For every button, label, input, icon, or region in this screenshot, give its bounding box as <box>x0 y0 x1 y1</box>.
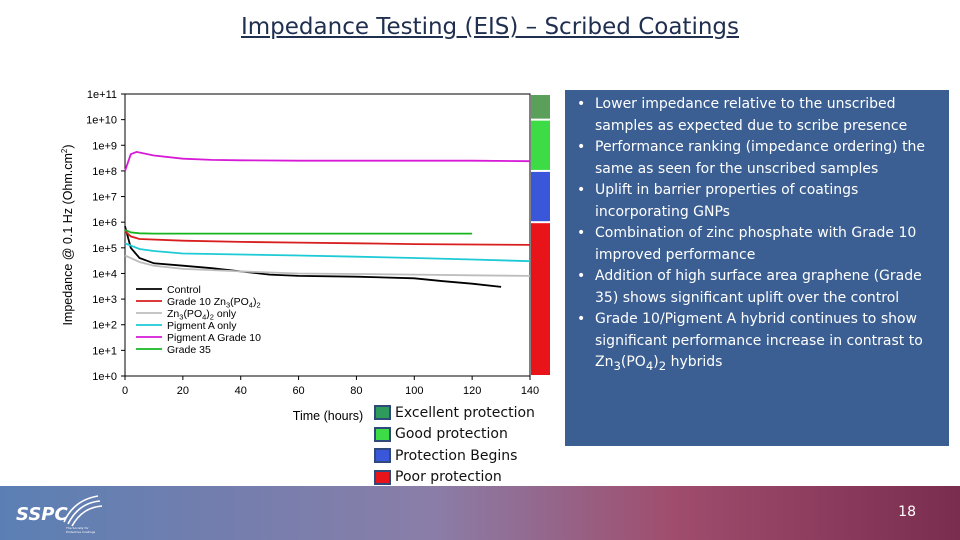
key-row-begins: Protection Begins <box>374 445 535 467</box>
key-label-begins: Protection Begins <box>395 447 518 464</box>
x-tick-label: 20 <box>177 385 189 397</box>
key-swatch-poor <box>374 469 391 485</box>
logo-tagline-2: Protective Coatings <box>66 530 96 534</box>
y-tick-label: 1e+1 <box>92 345 117 357</box>
finding-item: • Addition of high surface area graphene … <box>573 266 941 309</box>
bullet-marker: • <box>577 182 586 198</box>
y-tick-label: 1e+10 <box>86 115 117 127</box>
finding-text: Performance ranking (impedance ordering)… <box>595 139 926 177</box>
key-row-poor: Poor protection <box>374 467 535 489</box>
plot-frame <box>124 93 531 377</box>
legend-label: Pigment A only <box>167 320 237 332</box>
legend-label: Grade 10 Zn3(PO4)2 <box>167 296 261 310</box>
y-tick-label: 1e+9 <box>92 140 117 152</box>
protection-band-3 <box>531 95 550 119</box>
key-label-excellent: Excellent protection <box>395 404 535 421</box>
key-swatch-begins <box>374 448 391 464</box>
x-tick-label: 100 <box>405 385 423 397</box>
key-swatch-good <box>374 426 391 442</box>
y-tick-label: 1e+0 <box>92 371 117 383</box>
series-line-0 <box>124 225 502 288</box>
finding-formula: Zn3(PO4)2 <box>595 354 667 373</box>
legend-label: Grade 35 <box>167 344 211 356</box>
bullet-marker: • <box>577 311 586 327</box>
x-axis-title: Time (hours) <box>293 409 363 423</box>
series-line-5 <box>124 229 473 235</box>
footer-bar: SSPC The Society for Protective Coatings… <box>0 486 960 540</box>
key-label-poor: Poor protection <box>395 469 502 486</box>
logo-tagline-1: The Society for <box>65 526 89 530</box>
finding-text: Combination of zinc phosphate with Grade… <box>595 225 917 263</box>
key-row-good: Good protection <box>374 424 535 446</box>
findings-list: • Lower impedance relative to the unscrib… <box>573 94 941 377</box>
sspc-logo: SSPC The Society for Protective Coatings <box>16 495 103 534</box>
finding-item: • Lower impedance relative to the unscrib… <box>573 94 941 137</box>
logo-swoosh-icon <box>63 495 103 527</box>
finding-text: Grade 10/Pigment A hybrid continues to s… <box>595 311 923 349</box>
key-row-excellent: Excellent protection <box>374 402 535 424</box>
legend-label: Zn3(PO4)2 only <box>167 308 237 322</box>
y-tick-label: 1e+8 <box>92 166 117 178</box>
series-line-3 <box>124 242 531 263</box>
finding-item: • Grade 10/Pigment A hybrid continues to … <box>573 309 941 377</box>
x-tick-label: 40 <box>235 385 247 397</box>
y-tick-label: 1e+6 <box>92 217 117 229</box>
x-tick-label: 80 <box>350 385 362 397</box>
legend-label: Pigment A Grade 10 <box>167 332 261 344</box>
y-tick-label: 1e+7 <box>92 192 117 204</box>
protection-band-0 <box>531 223 550 375</box>
x-tick-label: 140 <box>521 385 539 397</box>
bullet-marker: • <box>577 225 586 241</box>
bullet-marker: • <box>577 139 586 155</box>
legend-label: Control <box>167 284 201 296</box>
x-tick-label: 120 <box>463 385 481 397</box>
finding-text: Lower impedance relative to the unscribe… <box>595 96 908 134</box>
key-label-good: Good protection <box>395 426 508 443</box>
page-number: 18 <box>898 504 916 520</box>
logo-wordmark: SSPC <box>16 504 68 525</box>
finding-item: • Uplift in barrier properties of coating… <box>573 180 941 223</box>
y-tick-label: 1e+4 <box>92 268 117 280</box>
finding-text: Uplift in barrier properties of coatings… <box>595 182 859 220</box>
series-line-1 <box>124 230 531 246</box>
bullet-marker: • <box>577 268 586 284</box>
y-tick-label: 1e+11 <box>87 89 117 101</box>
x-tick-label: 60 <box>292 385 304 397</box>
finding-item: • Performance ranking (impedance ordering… <box>573 137 941 180</box>
series-line-2 <box>124 254 531 277</box>
finding-item: • Combination of zinc phosphate with Grad… <box>573 223 941 266</box>
bullet-marker: • <box>577 96 586 112</box>
slide-title: Impedance Testing (EIS) – Scribed Coatin… <box>240 14 739 40</box>
protection-band-1 <box>531 171 550 222</box>
key-swatch-excellent <box>374 405 391 421</box>
y-tick-label: 1e+2 <box>92 320 117 332</box>
y-tick-label: 1e+3 <box>92 294 117 306</box>
series-line-4 <box>124 150 531 172</box>
protection-key: Excellent protection Good protection Pro… <box>374 402 535 488</box>
y-axis-title: Impedance @ 0.1 Hz (Ohm.cm2) <box>60 144 75 325</box>
finding-text-end: hybrids <box>666 354 723 370</box>
x-tick-label: 0 <box>122 385 128 397</box>
impedance-chart: 1e+0 1e+1 1e+2 1e+3 1e+4 1e+5 1e+6 1e+7 1e+8 1e+9… <box>60 89 550 423</box>
finding-text: Addition of high surface area graphene (… <box>595 268 922 306</box>
protection-band-2 <box>531 120 550 170</box>
y-tick-label: 1e+5 <box>92 243 117 255</box>
findings-panel: • Lower impedance relative to the unscrib… <box>565 90 949 446</box>
